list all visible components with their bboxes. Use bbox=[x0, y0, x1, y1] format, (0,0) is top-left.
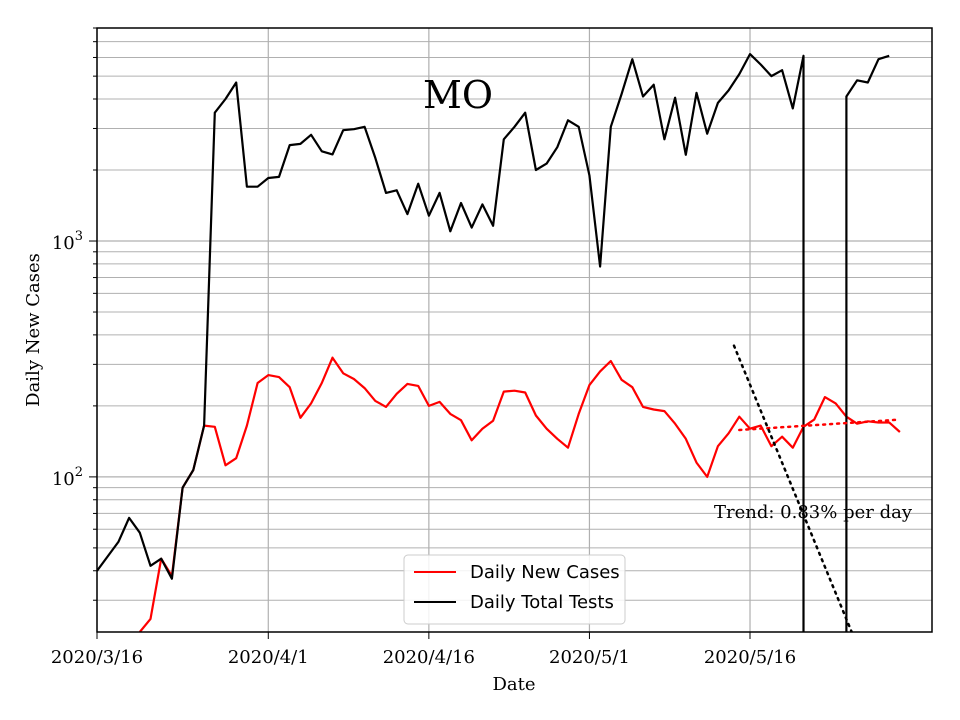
x-tick-label: 2020/3/16 bbox=[51, 647, 143, 668]
y-tick-label: 102 bbox=[52, 465, 83, 490]
x-tick-label: 2020/4/16 bbox=[383, 647, 475, 668]
legend-label-cases: Daily New Cases bbox=[470, 562, 620, 583]
y-tick-label: 103 bbox=[52, 229, 83, 254]
legend-box bbox=[403, 554, 626, 625]
series-line-trend-red bbox=[738, 418, 902, 432]
series-line-daily-total-tests-1 bbox=[845, 54, 890, 632]
plot-area bbox=[97, 53, 902, 632]
trend-annotation: Trend: 0.83% per day bbox=[714, 502, 913, 523]
y-axis-label: Daily New Cases bbox=[23, 253, 44, 407]
series-line-daily-new-cases bbox=[138, 356, 901, 632]
chart-title: MO bbox=[423, 73, 493, 117]
x-tick-label: 2020/5/1 bbox=[549, 647, 630, 668]
plot-frame bbox=[96, 27, 933, 633]
axis-ticks: 2020/3/16 2020/4/1 2020/4/16 2020/5/1 2020/5… bbox=[51, 27, 796, 668]
grid-lines bbox=[96, 27, 932, 632]
legend: Daily New Cases Daily Total Tests bbox=[403, 554, 626, 625]
legend-label-tests: Daily Total Tests bbox=[470, 592, 614, 613]
x-tick-label: 2020/4/1 bbox=[228, 647, 309, 668]
series-line-trend-black bbox=[732, 344, 853, 632]
x-tick-label: 2020/5/16 bbox=[704, 647, 796, 668]
series-line-daily-total-tests-0 bbox=[97, 53, 805, 632]
x-axis-label: Date bbox=[492, 674, 535, 695]
